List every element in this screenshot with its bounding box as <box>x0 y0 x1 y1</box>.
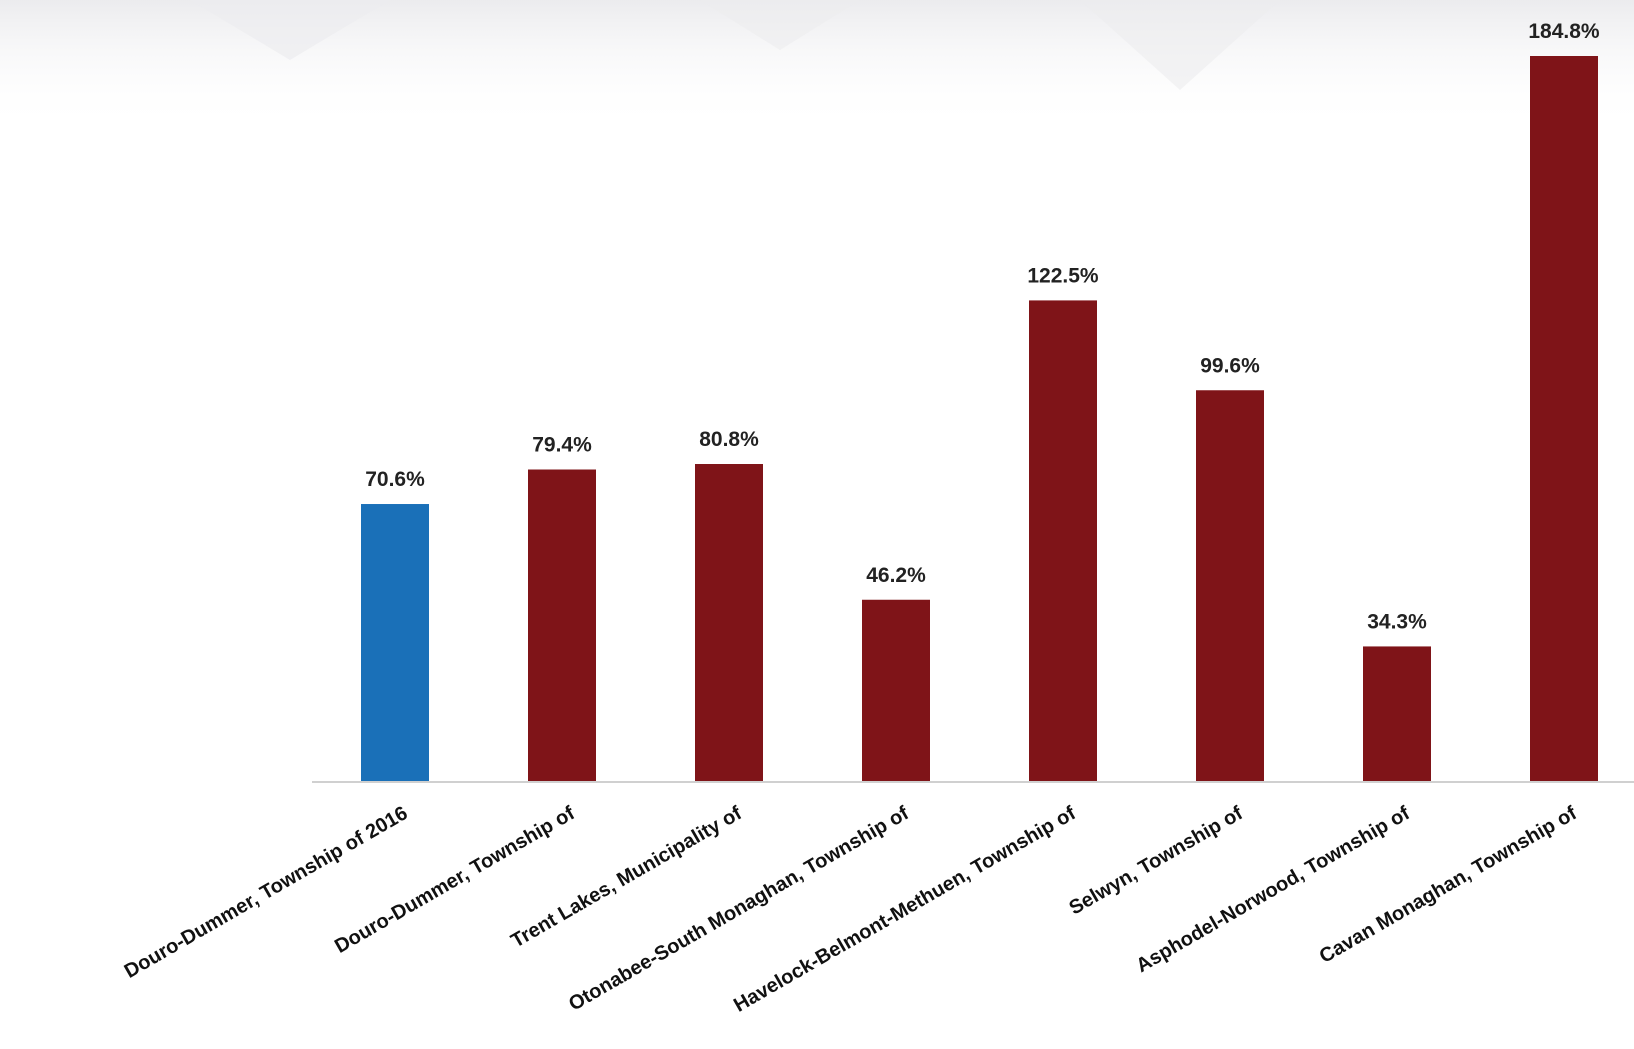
category-label: Douro-Dummer, Township of 2016 <box>121 802 412 983</box>
category-label: Asphodel-Norwood, Township of <box>1132 802 1413 977</box>
data-label: 70.6% <box>365 468 425 491</box>
category-label: Havelock-Belmont-Methuen, Township of <box>730 802 1080 1017</box>
bar <box>1029 300 1097 781</box>
data-label: 79.4% <box>532 434 592 457</box>
data-label: 99.6% <box>1200 354 1260 377</box>
bar <box>528 469 596 781</box>
data-label: 122.5% <box>1027 264 1099 287</box>
category-labels-group: Douro-Dummer, Township of 2016Douro-Dumm… <box>121 802 1581 1017</box>
bar <box>862 599 930 781</box>
data-label: 46.2% <box>866 564 926 587</box>
bar <box>1363 646 1431 781</box>
bar <box>1196 390 1264 781</box>
data-label: 80.8% <box>699 428 759 451</box>
category-label: Selwyn, Township of <box>1065 802 1246 919</box>
bar <box>1530 56 1598 781</box>
value-labels-group: 70.6% 79.4% 80.8% 46.2% 122.5% 99.6% 34.3% 184.… <box>365 20 1600 633</box>
data-label: 34.3% <box>1367 610 1427 633</box>
data-label: 184.8% <box>1528 20 1600 43</box>
category-label: Cavan Monaghan, Township of <box>1316 802 1581 968</box>
category-label: Otonabee-South Monaghan, Township of <box>565 802 913 1015</box>
bar <box>361 504 429 781</box>
background-decoration <box>0 0 1634 130</box>
bar <box>695 464 763 781</box>
bars-group <box>361 56 1598 781</box>
